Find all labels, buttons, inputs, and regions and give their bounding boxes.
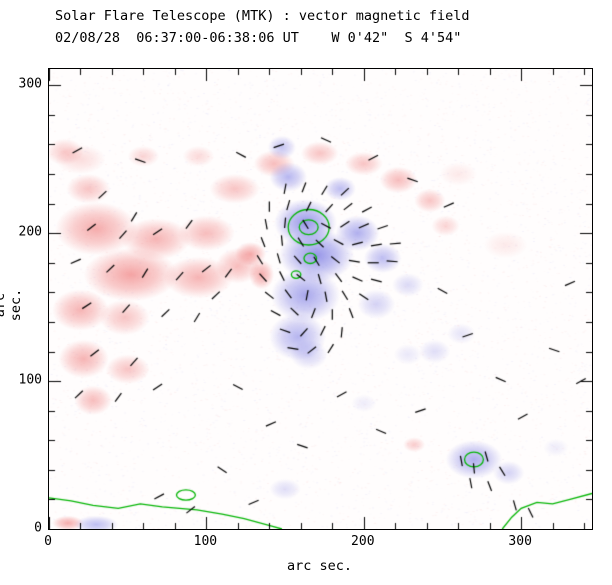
y-tick-label: 0 (34, 521, 42, 536)
y-tick-label: 300 (19, 77, 42, 92)
y-axis-label: arc sec. (0, 274, 24, 336)
x-tick-label: 0 (44, 534, 52, 549)
x-tick-label: 300 (508, 534, 531, 549)
plot-area (48, 68, 593, 530)
figure-subtitle: 02/08/28 06:37:00-06:38:06 UT W 0'42" S … (55, 30, 461, 46)
x-tick-label: 200 (351, 534, 374, 549)
y-tick-label: 200 (19, 225, 42, 240)
magnetogram-canvas (49, 69, 592, 529)
figure-title: Solar Flare Telescope (MTK) : vector mag… (55, 8, 470, 24)
x-tick-label: 100 (194, 534, 217, 549)
y-tick-label: 100 (19, 373, 42, 388)
x-axis-label: arc sec. (48, 558, 591, 574)
magnetogram-figure: Solar Flare Telescope (MTK) : vector mag… (0, 0, 612, 585)
